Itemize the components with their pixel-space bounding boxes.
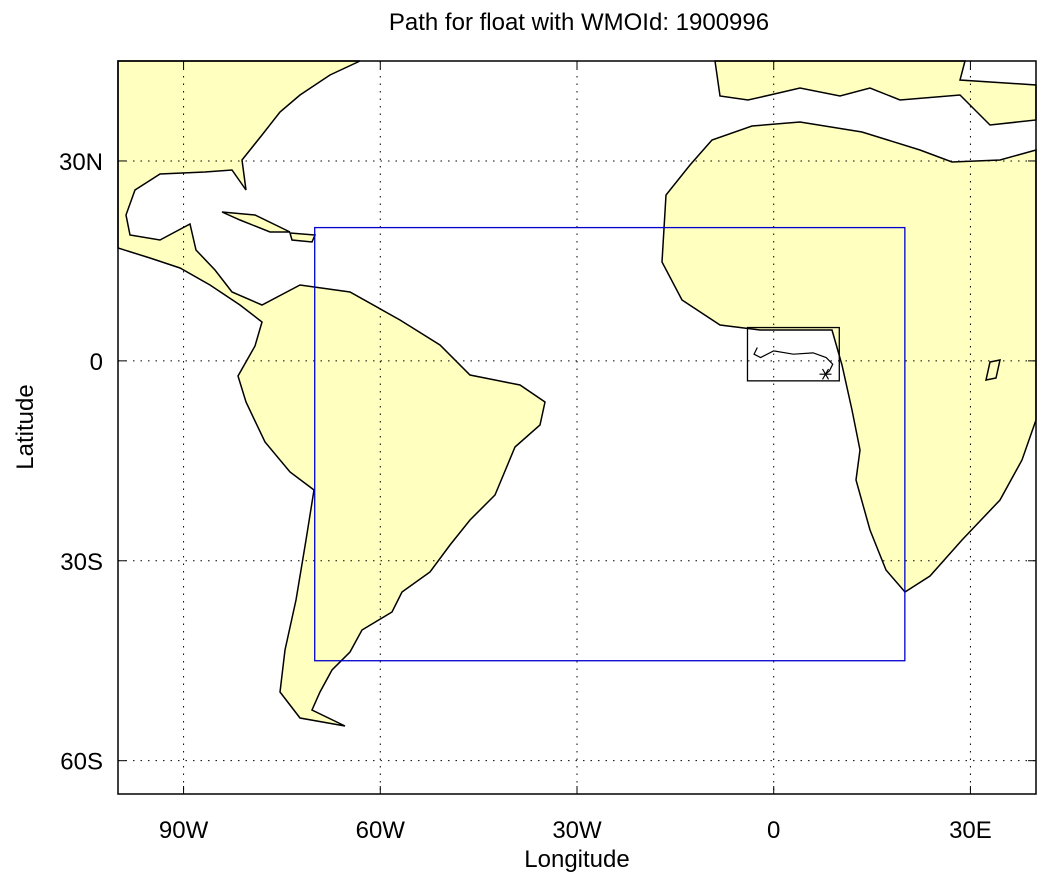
x-tick-label: 30W	[552, 817, 602, 844]
land	[117, 60, 1037, 727]
europe	[714, 60, 1037, 126]
y-tick-label: 30N	[59, 149, 103, 176]
y-tick-label: 30S	[60, 549, 103, 576]
x-tick-label: 0	[767, 817, 780, 844]
x-tick-label: 90W	[159, 817, 209, 844]
americas	[117, 60, 546, 727]
map-title: Path for float with WMOId: 1900996	[389, 9, 769, 36]
float-end-marker	[819, 368, 832, 380]
float-path	[753, 347, 834, 375]
y-tick-label: 60S	[60, 749, 103, 776]
y-tick-label: 0	[90, 349, 103, 376]
cuba	[221, 211, 291, 233]
x-axis-label: Longitude	[524, 846, 629, 873]
y-axis-label: Latitude	[12, 384, 39, 469]
region-box	[314, 226, 906, 662]
africa	[661, 121, 1037, 593]
x-tick-label: 60W	[356, 817, 406, 844]
hispaniola	[288, 232, 317, 243]
x-tick-label: 30E	[949, 817, 992, 844]
region-box	[746, 326, 840, 382]
